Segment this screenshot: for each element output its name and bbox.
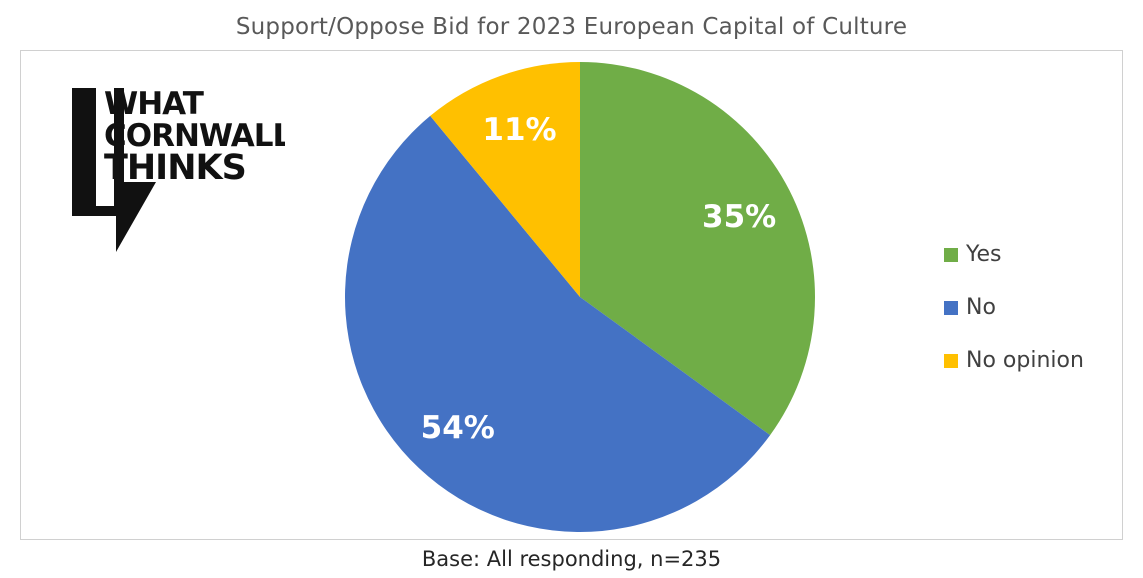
chart-footer: Base: All responding, n=235: [421, 547, 722, 571]
legend-item-yes: Yes: [944, 228, 1114, 281]
data-label-yes: 35%: [702, 199, 776, 235]
what-cornwall-thinks-logo: WHAT CORNWALL THINKS: [70, 86, 292, 256]
data-label-no-opinion: 11%: [482, 112, 556, 148]
logo-bubble-icon: [72, 88, 156, 252]
chart-title: Support/Oppose Bid for 2023 European Cap…: [235, 14, 908, 40]
pie-slice-no-opinion: [430, 62, 580, 297]
pie-slice-yes: [580, 62, 815, 436]
pie-slices: [345, 62, 815, 533]
logo-line-1: WHAT: [104, 86, 204, 122]
pie-slice-no: [345, 115, 771, 533]
legend-swatch-yes: [944, 247, 958, 262]
data-label-no: 54%: [421, 410, 495, 446]
chart-legend: Yes No No opinion: [944, 228, 1114, 387]
legend-swatch-no-opinion: [944, 353, 958, 368]
legend-item-no: No: [944, 281, 1114, 334]
logo-line-3: THINKS: [104, 148, 246, 188]
legend-label-no-opinion: No opinion: [966, 348, 1084, 373]
pie-data-labels: 35% 54% 11%: [421, 112, 777, 446]
legend-label-yes: Yes: [966, 242, 1002, 267]
legend-swatch-no: [944, 300, 958, 315]
legend-label-no: No: [966, 295, 996, 320]
logo-line-2: CORNWALL: [104, 118, 285, 154]
legend-item-no-opinion: No opinion: [944, 334, 1114, 387]
